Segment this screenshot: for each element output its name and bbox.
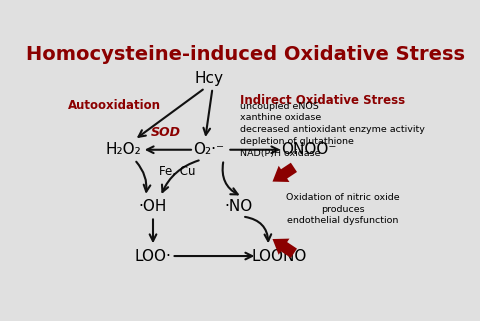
Text: uncoupled eNOS: uncoupled eNOS (240, 101, 319, 110)
Text: Hcy: Hcy (194, 71, 223, 86)
Text: depletion of glutathione: depletion of glutathione (240, 137, 354, 146)
Text: Homocysteine-induced Oxidative Stress: Homocysteine-induced Oxidative Stress (26, 45, 466, 64)
Text: LOONO: LOONO (252, 248, 307, 264)
Text: Fe, Cu: Fe, Cu (159, 166, 195, 178)
Text: Oxidation of nitric oxide
produces
endothelial dysfunction: Oxidation of nitric oxide produces endot… (286, 193, 399, 225)
Text: ONOO⁻: ONOO⁻ (282, 142, 337, 157)
Text: H₂O₂: H₂O₂ (106, 142, 141, 157)
Text: ·NO: ·NO (225, 199, 252, 214)
Text: O₂·⁻: O₂·⁻ (193, 142, 224, 157)
Text: xanthine oxidase: xanthine oxidase (240, 113, 322, 122)
Text: Autooxidation: Autooxidation (67, 99, 160, 112)
Text: SOD: SOD (151, 126, 181, 139)
Text: Indirect Oxidative Stress: Indirect Oxidative Stress (240, 94, 406, 107)
Text: NAD(P)H oxidase: NAD(P)H oxidase (240, 149, 321, 158)
Text: ·OH: ·OH (139, 199, 167, 214)
Text: LOO·: LOO· (134, 248, 171, 264)
Text: decreased antioxidant enzyme activity: decreased antioxidant enzyme activity (240, 125, 425, 134)
